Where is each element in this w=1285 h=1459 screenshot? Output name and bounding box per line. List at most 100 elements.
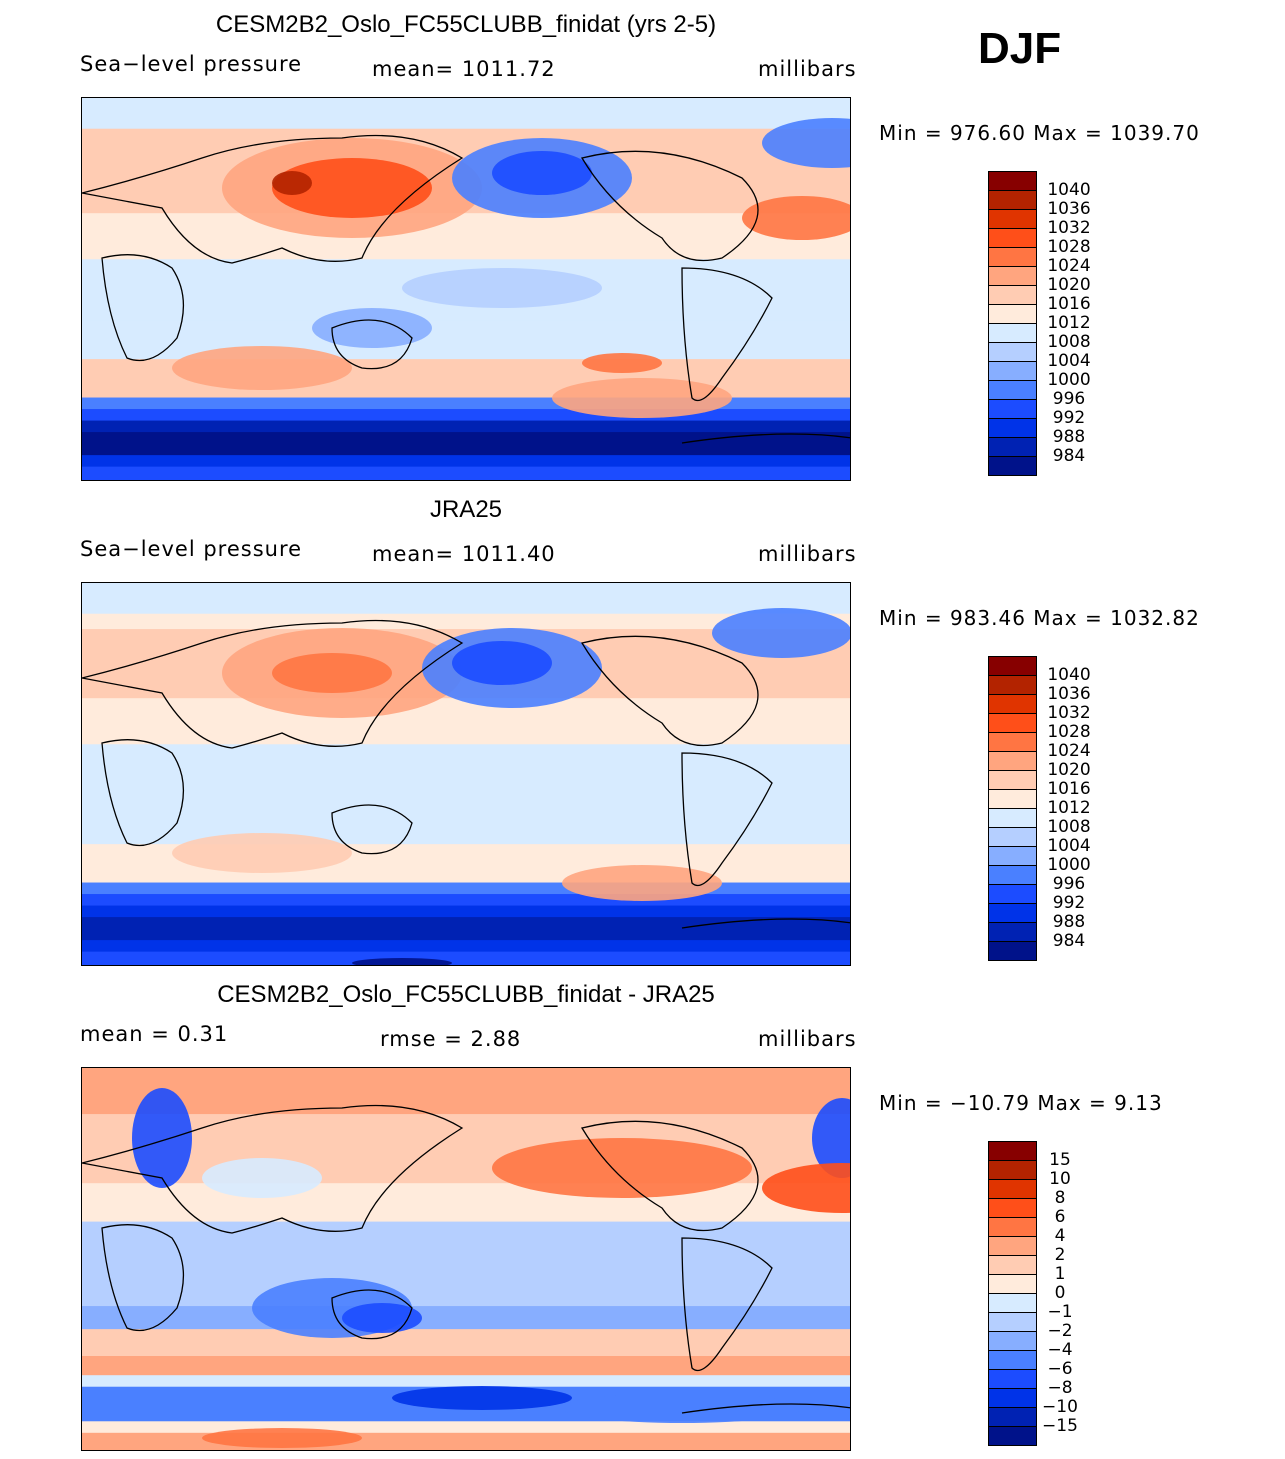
colorbar-tick-label: 1028 <box>1047 722 1091 742</box>
contour-map <box>81 582 851 966</box>
colorbar-swatch <box>989 267 1036 286</box>
colorbar-tick-label: 2 <box>1054 1245 1066 1265</box>
colorbar-swatch <box>989 229 1036 248</box>
colorbar-tick-label: 1004 <box>1047 836 1091 856</box>
panel-left-label: Sea−level pressure <box>80 52 303 76</box>
colorbar-swatch <box>989 1142 1036 1161</box>
colorbar-tick-label: 1012 <box>1047 798 1091 818</box>
colorbar-tick-label: 988 <box>1052 912 1086 932</box>
colorbar-swatch <box>989 866 1036 885</box>
colorbar-tick-label: 988 <box>1052 427 1086 447</box>
colorbar-swatch <box>989 305 1036 324</box>
colorbar-swatch <box>989 324 1036 343</box>
colorbar-swatch <box>989 210 1036 229</box>
colorbar-tick-label: −2 <box>1047 1321 1073 1341</box>
min-max-label: Min = 983.46 Max = 1032.82 <box>879 606 1200 630</box>
colorbar-swatch <box>989 809 1036 828</box>
colorbar-swatch <box>989 1218 1036 1237</box>
colorbar-swatch <box>989 172 1036 191</box>
colorbar-tick-label: −8 <box>1047 1378 1073 1398</box>
colorbar-tick-label: 1020 <box>1047 760 1091 780</box>
colorbar-swatch <box>989 343 1036 362</box>
colorbar-swatch <box>989 457 1036 475</box>
colorbar-swatch <box>989 248 1036 267</box>
colorbar-swatch <box>989 191 1036 210</box>
colorbar <box>988 171 1037 476</box>
colorbar-tick-label: 1036 <box>1047 684 1091 704</box>
colorbar <box>988 1141 1037 1446</box>
panel-middle-label: rmse = 2.88 <box>380 1027 522 1051</box>
colorbar-tick-label: −15 <box>1042 1416 1078 1436</box>
colorbar-swatch <box>989 904 1036 923</box>
colorbar-tick-label: 10 <box>1049 1169 1071 1189</box>
colorbar-swatch <box>989 1351 1036 1370</box>
colorbar-swatch <box>989 771 1036 790</box>
colorbar-swatch <box>989 923 1036 942</box>
colorbar-tick-label: 1008 <box>1047 817 1091 837</box>
colorbar-swatch <box>989 381 1036 400</box>
colorbar-tick-label: 996 <box>1052 874 1086 894</box>
colorbar-swatch <box>989 1275 1036 1294</box>
colorbar-tick-label: −10 <box>1042 1397 1078 1417</box>
colorbar-tick-label: 1036 <box>1047 199 1091 219</box>
panel-middle-label: mean= 1011.40 <box>372 542 556 566</box>
colorbar-tick-label: −1 <box>1047 1302 1073 1322</box>
panel-units: millibars <box>758 1027 857 1051</box>
colorbar-swatch <box>989 790 1036 809</box>
colorbar-swatch <box>989 1389 1036 1408</box>
colorbar-tick-label: 8 <box>1054 1188 1066 1208</box>
colorbar-tick-label: 1004 <box>1047 351 1091 371</box>
colorbar-swatch <box>989 714 1036 733</box>
colorbar-tick-label: 996 <box>1052 389 1086 409</box>
colorbar-tick-label: 984 <box>1052 446 1086 466</box>
colorbar-swatch <box>989 657 1036 676</box>
panel-middle-label: mean= 1011.72 <box>372 57 556 81</box>
contour-map <box>81 1067 851 1451</box>
colorbar-swatch <box>989 438 1036 457</box>
colorbar-tick-label: 1032 <box>1047 218 1091 238</box>
colorbar-tick-label: 1008 <box>1047 332 1091 352</box>
colorbar-tick-label: 1024 <box>1047 741 1091 761</box>
panel-left-label: mean = 0.31 <box>80 1022 229 1046</box>
colorbar-tick-label: 1020 <box>1047 275 1091 295</box>
colorbar-swatch <box>989 1237 1036 1256</box>
colorbar-swatch <box>989 1332 1036 1351</box>
colorbar-swatch <box>989 828 1036 847</box>
panel-title: CESM2B2_Oslo_FC55CLUBB_finidat (yrs 2-5) <box>215 11 717 38</box>
colorbar-tick-label: 4 <box>1054 1226 1066 1246</box>
contour-map <box>81 97 851 481</box>
min-max-label: Min = −10.79 Max = 9.13 <box>879 1091 1163 1115</box>
colorbar-tick-label: 992 <box>1052 408 1086 428</box>
panel-units: millibars <box>758 542 857 566</box>
panel-left-label: Sea−level pressure <box>80 537 303 561</box>
panel-title: JRA25 <box>429 496 503 523</box>
colorbar-swatch <box>989 1370 1036 1389</box>
colorbar-swatch <box>989 1408 1036 1427</box>
panel-title: CESM2B2_Oslo_FC55CLUBB_finidat - JRA25 <box>217 981 715 1008</box>
colorbar-tick-label: 1040 <box>1047 665 1091 685</box>
panel-units: millibars <box>758 57 857 81</box>
colorbar-tick-label: −6 <box>1047 1359 1073 1379</box>
colorbar-tick-label: 984 <box>1052 931 1086 951</box>
colorbar-swatch <box>989 362 1036 381</box>
colorbar-swatch <box>989 1199 1036 1218</box>
colorbar-swatch <box>989 885 1036 904</box>
colorbar-tick-label: 1012 <box>1047 313 1091 333</box>
colorbar-tick-label: 1 <box>1054 1264 1066 1284</box>
colorbar-swatch <box>989 695 1036 714</box>
colorbar-swatch <box>989 676 1036 695</box>
colorbar-swatch <box>989 733 1036 752</box>
colorbar <box>988 656 1037 961</box>
colorbar-tick-label: 0 <box>1054 1283 1066 1303</box>
colorbar-swatch <box>989 286 1036 305</box>
colorbar-tick-label: 1016 <box>1047 294 1091 314</box>
colorbar-tick-label: 992 <box>1052 893 1086 913</box>
colorbar-tick-label: 6 <box>1054 1207 1066 1227</box>
colorbar-tick-label: 1016 <box>1047 779 1091 799</box>
colorbar-tick-label: 1000 <box>1047 370 1091 390</box>
colorbar-tick-label: 15 <box>1049 1150 1071 1170</box>
colorbar-tick-label: 1028 <box>1047 237 1091 257</box>
colorbar-swatch <box>989 1313 1036 1332</box>
colorbar-swatch <box>989 1180 1036 1199</box>
